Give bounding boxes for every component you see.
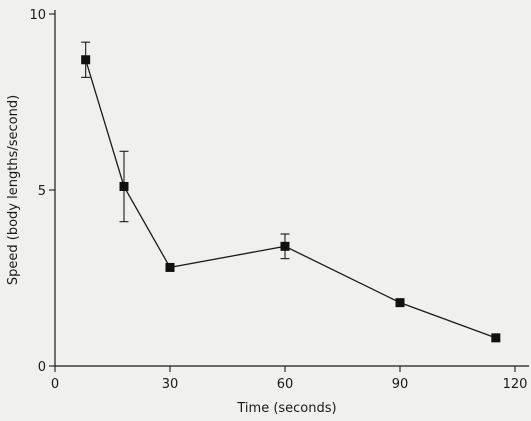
data-point [81, 55, 91, 65]
x-tick-label: 30 [162, 377, 179, 392]
y-axis-title: Speed (body lengths/second) [6, 95, 21, 285]
series-line [85, 59, 497, 339]
data-point [280, 241, 290, 251]
x-tick-label: 90 [392, 377, 409, 392]
axes [54, 10, 529, 367]
x-axis-title: Time (seconds) [236, 401, 336, 416]
y-tick-label: 5 [38, 184, 46, 199]
y-tick-label: 0 [38, 360, 46, 375]
x-tick-label: 0 [51, 377, 59, 392]
ticks: 0 30 60 90 120 0 5 10 [29, 8, 527, 392]
series-layer [81, 41, 501, 343]
data-point [119, 181, 129, 191]
data-point [165, 262, 175, 272]
x-tick-label: 120 [503, 377, 528, 392]
x-tick-label: 60 [277, 377, 294, 392]
data-point [395, 298, 405, 308]
data-point [491, 333, 501, 343]
y-tick-label: 10 [29, 8, 46, 23]
